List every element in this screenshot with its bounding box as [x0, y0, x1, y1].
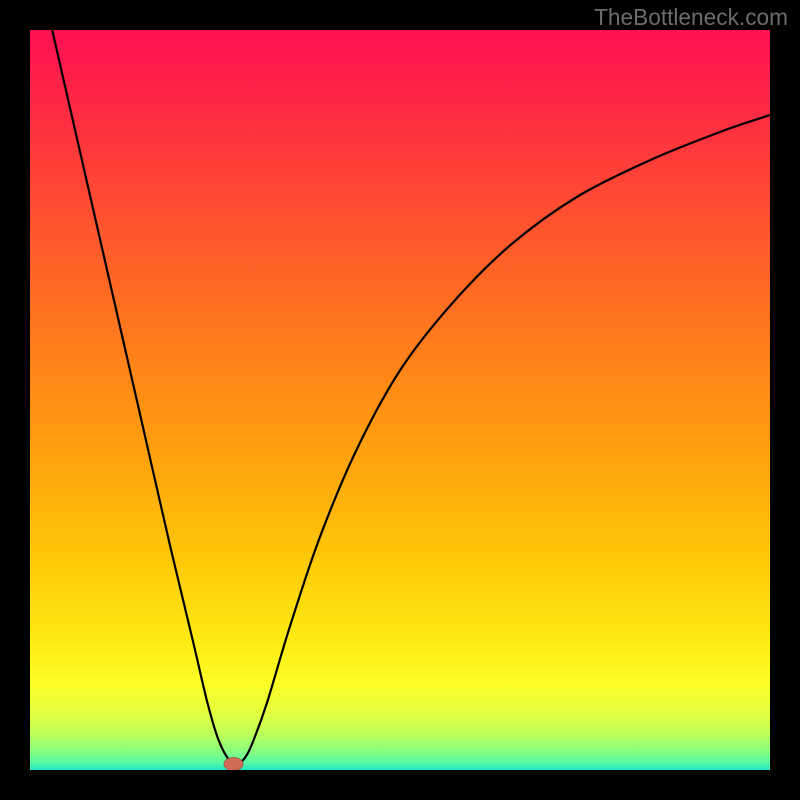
- chart-plot-area: [30, 30, 770, 770]
- curve-minimum-marker: [224, 757, 243, 770]
- chart-outer-frame: TheBottleneck.com: [0, 0, 800, 800]
- chart-background-gradient: [30, 30, 770, 770]
- bottleneck-curve-chart: [30, 30, 770, 770]
- watermark-text: TheBottleneck.com: [594, 4, 788, 31]
